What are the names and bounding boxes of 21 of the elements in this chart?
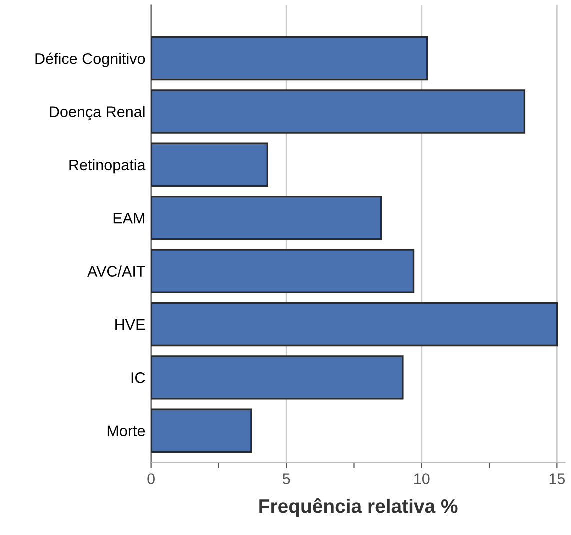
y-tick-label: Défice Cognitivo — [36, 52, 146, 68]
y-tick-label: Retinopatia — [70, 159, 146, 174]
x-tick-label: 5 — [282, 474, 290, 484]
y-tick-label: HVE — [116, 320, 146, 330]
y-tick-label: Morte — [108, 426, 146, 437]
x-tick-label: 15 — [550, 474, 566, 484]
bar — [151, 90, 526, 134]
y-tick-label: AVC/AIT — [87, 266, 146, 277]
x-axis-title: Frequência relativa % — [260, 498, 458, 518]
bar — [151, 249, 415, 294]
bar — [151, 408, 252, 453]
bar — [151, 196, 382, 240]
x-tick-label: 0 — [148, 474, 155, 484]
y-tick-label: Doença Renal — [50, 106, 145, 120]
x-tick-label: 10 — [414, 474, 430, 484]
bar — [151, 302, 558, 347]
bar — [151, 356, 404, 400]
bar — [151, 142, 268, 188]
y-tick-label: EAM — [114, 213, 145, 224]
y-tick-label: IC — [132, 372, 146, 384]
bar — [151, 36, 428, 81]
